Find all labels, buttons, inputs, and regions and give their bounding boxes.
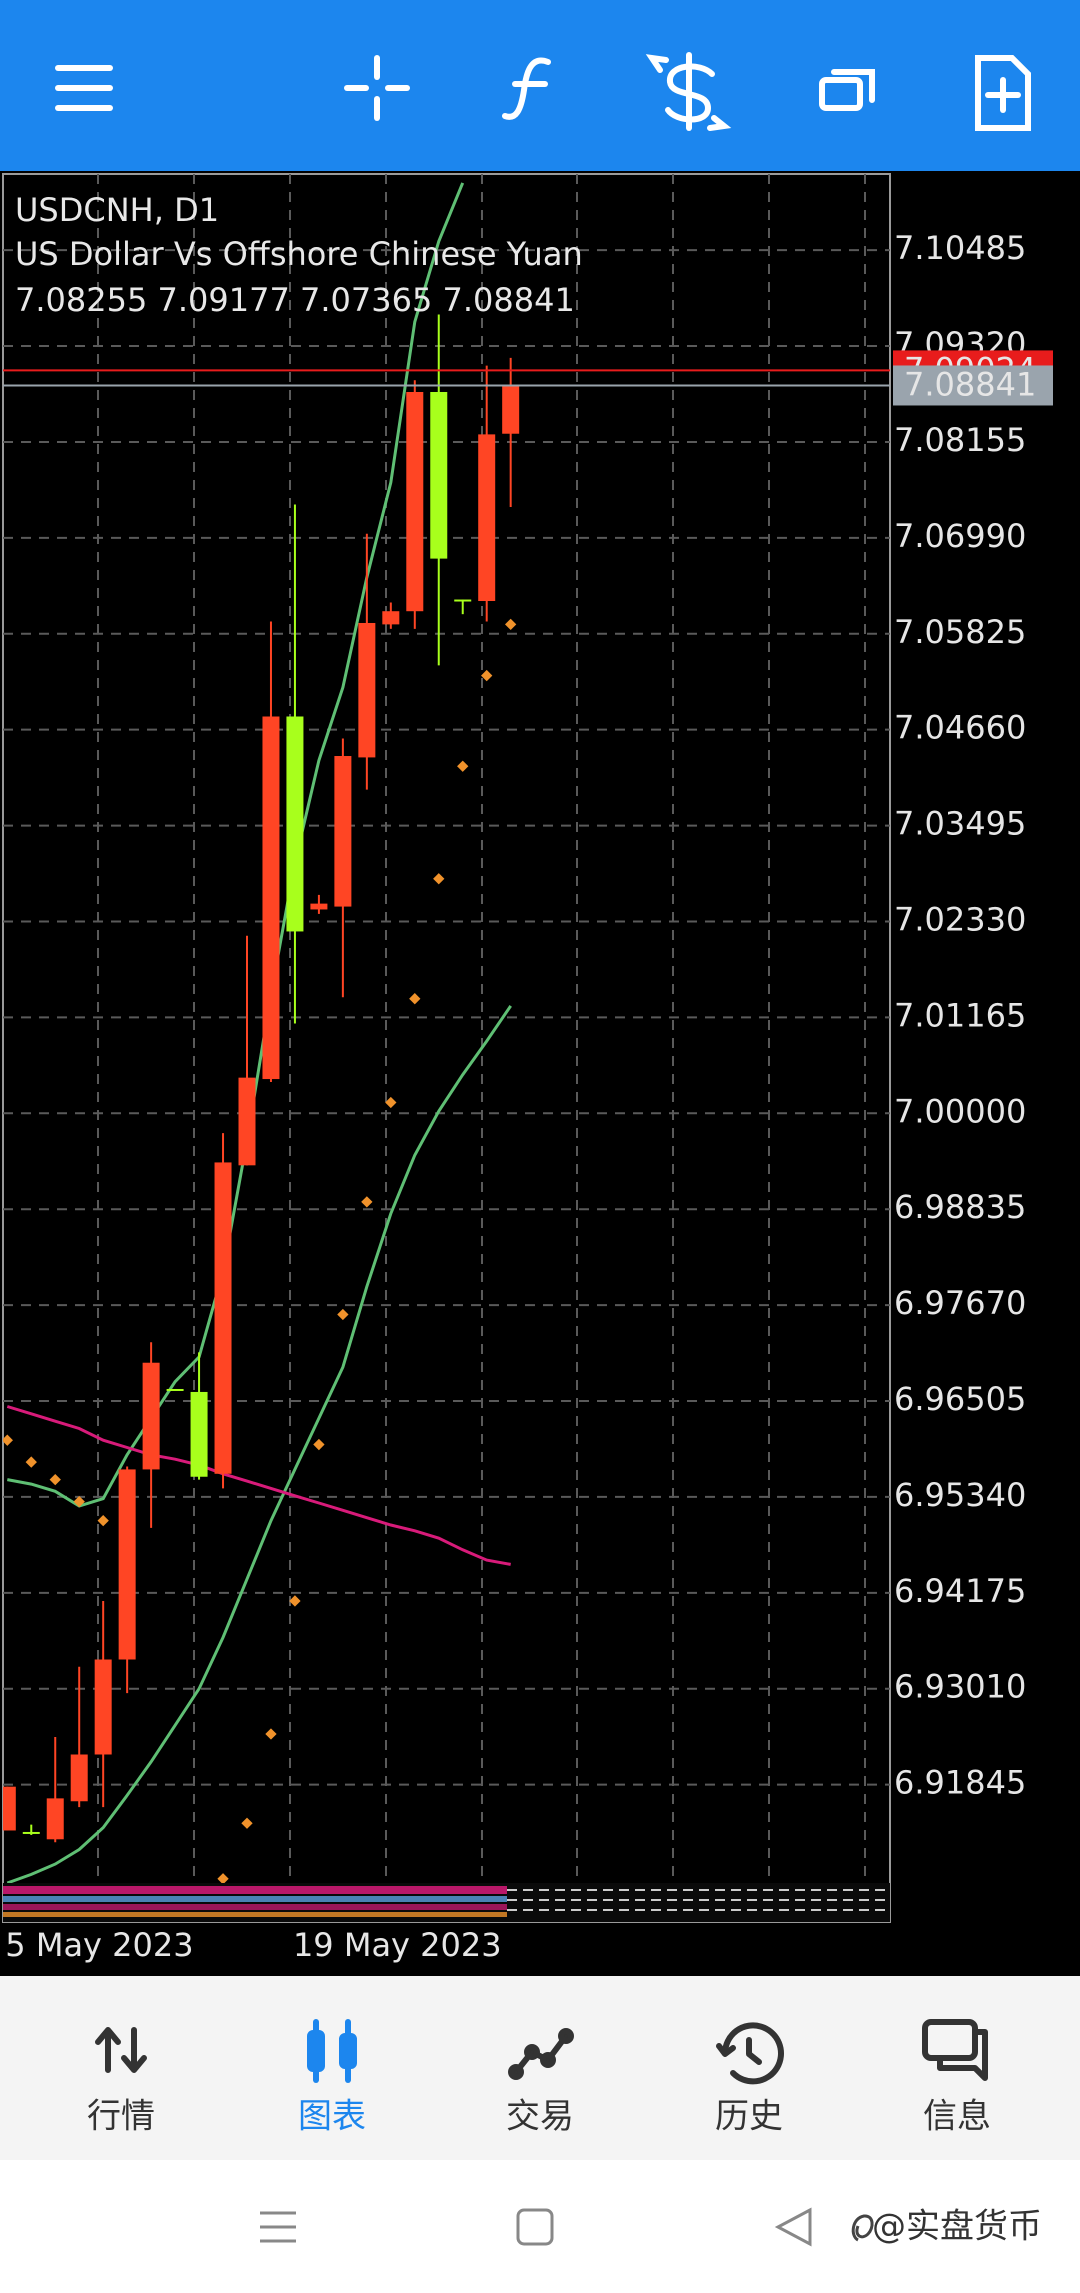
system-menu[interactable] bbox=[260, 2211, 296, 2243]
y-tick-label: 6.93010 bbox=[894, 1668, 1026, 1706]
indicator-button[interactable] bbox=[502, 57, 551, 120]
candle-body bbox=[46, 1798, 64, 1840]
candle-body bbox=[3, 1786, 16, 1831]
chart-icon bbox=[307, 2019, 357, 2083]
sar-dot bbox=[337, 1308, 349, 1321]
y-tick-label: 7.04660 bbox=[894, 709, 1026, 747]
candle-body bbox=[238, 1077, 256, 1166]
sar-dot bbox=[265, 1728, 277, 1740]
sar-dot bbox=[361, 1196, 373, 1208]
candle-body bbox=[502, 385, 520, 434]
candle-body bbox=[142, 1362, 160, 1470]
sar-dot bbox=[457, 760, 469, 772]
system-home[interactable] bbox=[516, 2208, 554, 2246]
y-tick-label: 6.98835 bbox=[894, 1188, 1026, 1226]
sar-dot bbox=[3, 1434, 13, 1446]
candle-body bbox=[478, 434, 496, 602]
y-tick-label: 6.95340 bbox=[894, 1476, 1026, 1514]
watermark-logo bbox=[851, 2214, 874, 2242]
y-tick-label: 7.02330 bbox=[894, 900, 1026, 938]
new-order-button[interactable] bbox=[975, 55, 1031, 131]
y-tick-label: 7.05825 bbox=[894, 613, 1026, 651]
y-tick-label: 7.01165 bbox=[894, 996, 1026, 1034]
candle-body bbox=[190, 1391, 208, 1477]
y-tick-label: 7.00000 bbox=[894, 1092, 1026, 1130]
nav-item[interactable]: 图表 bbox=[298, 2097, 366, 2137]
price-label: 7.08841 bbox=[904, 365, 1036, 403]
history-icon bbox=[716, 2022, 784, 2085]
sar-dot bbox=[313, 1438, 325, 1451]
sar-dot bbox=[505, 618, 517, 631]
system-back[interactable] bbox=[774, 2207, 812, 2247]
price-label-box bbox=[893, 365, 1053, 406]
indicator-line bbox=[6, 1405, 511, 1566]
sar-dot bbox=[241, 1817, 253, 1829]
sar-dot bbox=[409, 993, 421, 1005]
nav-item[interactable]: 信息 bbox=[923, 2097, 991, 2137]
indicator-line bbox=[6, 1005, 512, 1883]
candle-body bbox=[286, 716, 304, 932]
watermark: @实盘货币 bbox=[872, 2207, 1042, 2247]
candle-body bbox=[94, 1659, 112, 1755]
y-tick-label: 6.96505 bbox=[894, 1380, 1026, 1418]
sar-dot bbox=[49, 1473, 61, 1486]
y-tick-label: 6.97670 bbox=[894, 1284, 1026, 1322]
y-tick-label: 7.06990 bbox=[894, 517, 1026, 555]
x-tick-label: 5 May 2023 bbox=[5, 1926, 193, 1964]
candle-body bbox=[406, 391, 424, 612]
y-tick-label: 6.94175 bbox=[894, 1572, 1026, 1610]
nav-item[interactable]: 行情 bbox=[87, 2097, 155, 2137]
sar-dot bbox=[73, 1495, 85, 1508]
sar-dot bbox=[97, 1514, 109, 1527]
crosshair-button[interactable] bbox=[344, 55, 410, 121]
y-tick-label: 7.10485 bbox=[894, 229, 1026, 267]
sub-indicator bbox=[3, 1883, 890, 1922]
trade-icon bbox=[508, 2028, 574, 2080]
windows-button[interactable] bbox=[819, 69, 875, 111]
trade-button[interactable] bbox=[645, 52, 732, 131]
y-tick-label: 7.08155 bbox=[894, 421, 1026, 459]
messages-icon bbox=[922, 2019, 988, 2081]
y-tick-label: 7.03495 bbox=[894, 805, 1026, 843]
system-bar bbox=[0, 2160, 1080, 2293]
chart-area bbox=[0, 171, 1080, 1976]
candle-body bbox=[454, 599, 472, 602]
candle-body bbox=[358, 622, 376, 758]
sar-dot bbox=[217, 1873, 229, 1883]
candle-body bbox=[382, 611, 400, 625]
chart-subtitle: US Dollar Vs Offshore Chinese Yuan bbox=[15, 235, 583, 273]
candle-body bbox=[70, 1754, 88, 1802]
quotes-icon bbox=[95, 2027, 147, 2073]
ohlc-label: 7.08255 7.09177 7.07365 7.08841 bbox=[15, 281, 575, 319]
candle-body bbox=[262, 716, 280, 1080]
candle-body bbox=[22, 1831, 40, 1834]
menu-button[interactable] bbox=[55, 65, 113, 111]
nav-item[interactable]: 历史 bbox=[715, 2097, 783, 2137]
bottom-nav bbox=[0, 1976, 1080, 2160]
sar-dot bbox=[385, 1096, 397, 1109]
candle-body bbox=[310, 903, 328, 910]
indicator-line bbox=[7, 182, 465, 1508]
x-tick-label: 19 May 2023 bbox=[293, 1926, 502, 1964]
candle-body bbox=[430, 391, 448, 559]
sar-dot bbox=[433, 873, 445, 885]
sar-dot bbox=[25, 1456, 37, 1468]
chart-title: USDCNH, D1 bbox=[15, 191, 219, 229]
candle-body bbox=[334, 756, 352, 907]
nav-item[interactable]: 交易 bbox=[506, 2097, 574, 2137]
candle-body bbox=[166, 1388, 184, 1391]
sar-dot bbox=[289, 1595, 301, 1607]
candle-body bbox=[118, 1469, 136, 1660]
candle-body bbox=[214, 1162, 232, 1474]
sar-dot bbox=[481, 669, 493, 682]
y-tick-label: 6.91845 bbox=[894, 1764, 1026, 1802]
